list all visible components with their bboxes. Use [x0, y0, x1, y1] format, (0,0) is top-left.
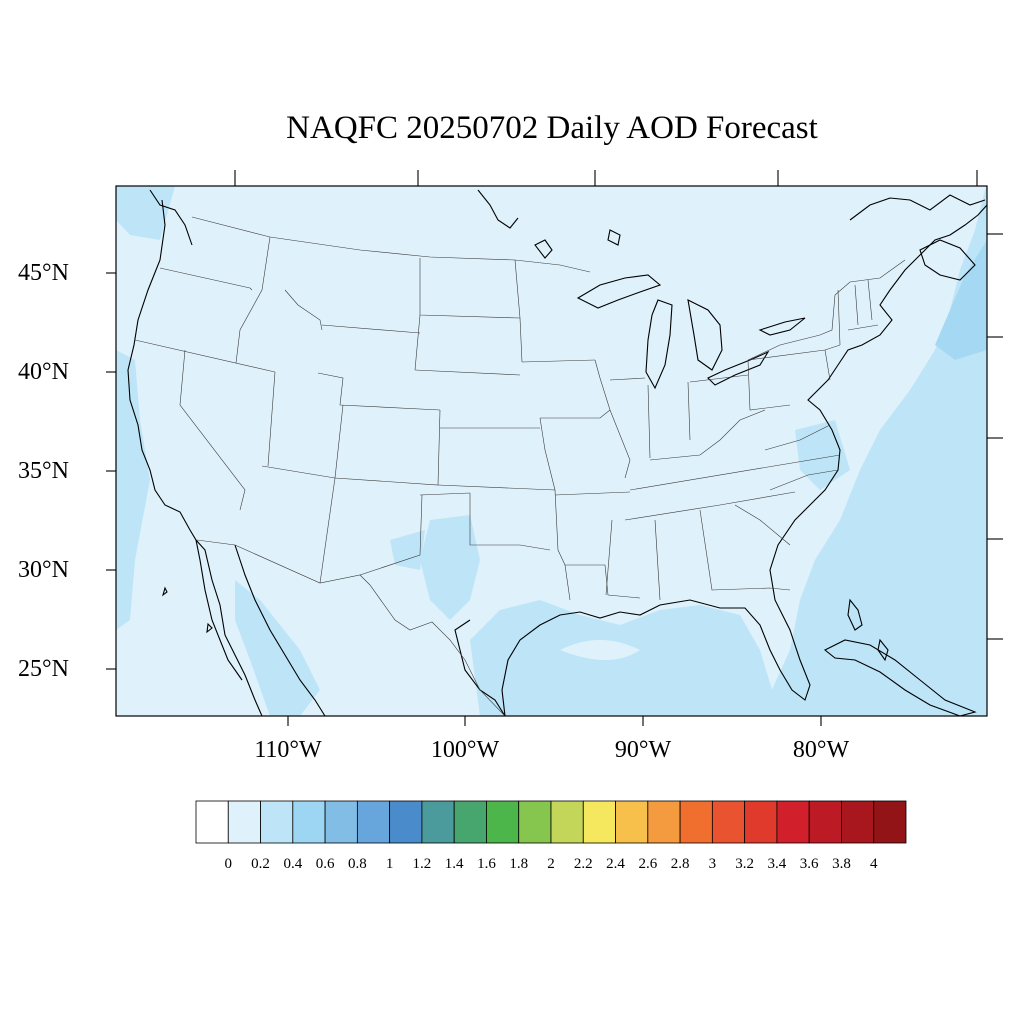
- coastlines: [127, 189, 987, 716]
- aod-region-pacific-south: [116, 350, 150, 630]
- colorbar-tick-label: 2.4: [606, 856, 625, 872]
- colorbar-swatch: [808, 800, 842, 844]
- aod-region-gulf: [470, 600, 780, 716]
- colorbar-tick-label: 0.4: [283, 856, 303, 872]
- colorbar-swatch: [421, 800, 455, 844]
- colorbar-swatch: [615, 800, 649, 844]
- right-ticks: [987, 233, 1003, 640]
- colorbar-tick-label: 0: [224, 856, 233, 872]
- aod-field: [116, 186, 987, 716]
- lat-label-35: 35°N: [18, 458, 69, 484]
- colorbar-swatch: [550, 800, 584, 844]
- colorbar-swatch: [486, 800, 520, 844]
- lat-label-25: 25°N: [18, 656, 69, 682]
- map-frame: [115, 185, 988, 717]
- colorbar-tick-label: 2.6: [638, 856, 658, 872]
- lon-label-110w: 110°W: [254, 737, 322, 763]
- aod-region-nm: [390, 530, 425, 570]
- lat-ticks: [106, 272, 116, 670]
- colorbar-tick-label: 3: [708, 856, 717, 872]
- aod-region-baja: [235, 580, 320, 716]
- colorbar-swatch: [260, 800, 294, 844]
- colorbar-tick-label: 1.8: [509, 856, 529, 872]
- colorbar-tick-label: 3.2: [735, 856, 754, 872]
- colorbar-swatch: [582, 800, 616, 844]
- lon-label-100w: 100°W: [430, 737, 500, 763]
- lat-label-45: 45°N: [18, 260, 69, 286]
- colorbar-tick-label: 1.6: [477, 856, 496, 872]
- aod-region-atlantic: [760, 186, 987, 716]
- lon-label-80w: 80°W: [792, 737, 850, 763]
- aod-region-pacific-north: [116, 186, 175, 240]
- colorbar-tick-label: 3.6: [799, 856, 819, 872]
- aod-region-texas: [420, 515, 480, 620]
- colorbar-swatch: [227, 800, 261, 844]
- colorbar-swatch: [195, 800, 229, 844]
- colorbar-tick-label: 3.4: [767, 856, 787, 872]
- lat-label-40: 40°N: [18, 359, 69, 385]
- colorbar-tick-label: 0.8: [347, 856, 367, 872]
- colorbar-tick-label: 3.8: [832, 856, 851, 872]
- colorbar-swatch: [389, 800, 423, 844]
- colorbar-tick-label: 1.2: [412, 856, 432, 872]
- top-ticks: [234, 170, 978, 186]
- colorbar: [195, 800, 907, 844]
- colorbar-swatch: [841, 800, 875, 844]
- colorbar-tick-label: 2.8: [670, 856, 690, 872]
- map-title: NAQFC 20250702 Daily AOD Forecast: [286, 110, 818, 146]
- lat-label-30: 30°N: [18, 557, 69, 583]
- colorbar-tick-label: 0.2: [251, 856, 270, 872]
- lon-ticks: [287, 716, 822, 726]
- colorbar-tick-label: 1.4: [444, 856, 464, 872]
- colorbar-swatch: [679, 800, 713, 844]
- colorbar-swatch: [647, 800, 681, 844]
- colorbar-swatch: [292, 800, 326, 844]
- colorbar-tick-label: 1: [385, 856, 394, 872]
- colorbar-swatch: [453, 800, 487, 844]
- colorbar-tick-label: 4: [869, 856, 878, 872]
- lon-label-90w: 90°W: [614, 737, 672, 763]
- colorbar-swatch: [356, 800, 391, 844]
- aod-region-atlantic-high: [935, 240, 987, 360]
- colorbar-swatch: [324, 800, 358, 844]
- colorbar-tick-label: 2: [547, 856, 555, 872]
- colorbar-tick-label: 0.6: [315, 856, 335, 872]
- colorbar-swatch: [744, 800, 778, 844]
- aod-region-gulf-low: [560, 640, 640, 660]
- colorbar-swatch: [776, 800, 810, 844]
- colorbar-swatch: [873, 800, 907, 844]
- colorbar-tick-label: 2.2: [573, 856, 593, 872]
- state-boundaries: [134, 216, 906, 716]
- colorbar-swatch: [518, 800, 552, 844]
- colorbar-swatch: [711, 800, 746, 844]
